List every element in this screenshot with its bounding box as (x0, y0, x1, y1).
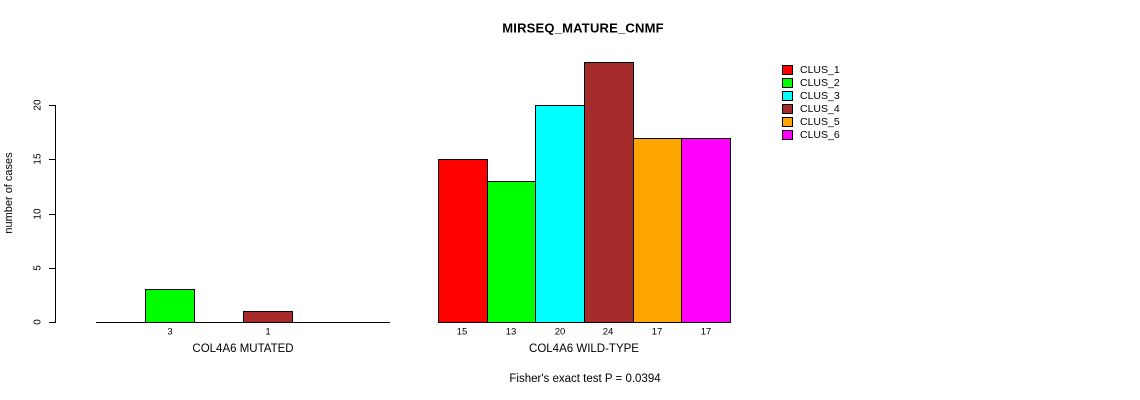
legend-label: CLUS_5 (800, 116, 840, 128)
fisher-test-annotation: Fisher's exact test P = 0.0394 (509, 373, 661, 385)
legend-swatch-clus_5 (782, 117, 793, 127)
legend-label: CLUS_2 (800, 77, 840, 89)
bar-clus_1-1 (438, 159, 488, 323)
legend-label: CLUS_4 (800, 103, 840, 115)
legend-swatch-clus_6 (782, 130, 793, 140)
y-axis-tick-label: 5 (32, 265, 44, 271)
bar-value-label: 20 (554, 326, 566, 338)
legend-label: CLUS_6 (800, 129, 840, 141)
group-label-1: COL4A6 WILD-TYPE (529, 343, 639, 355)
legend-item-clus_1: CLUS_1 (782, 64, 892, 76)
legend-item-clus_5: CLUS_5 (782, 116, 892, 128)
group-label-0: COL4A6 MUTATED (192, 343, 294, 355)
bar-clus_4-1 (584, 62, 634, 323)
y-axis-tick (49, 105, 55, 106)
y-axis-tick-label: 20 (32, 99, 44, 111)
y-axis-tick (49, 159, 55, 160)
legend-label: CLUS_3 (800, 90, 840, 102)
legend-item-clus_6: CLUS_6 (782, 129, 892, 141)
y-axis-tick-label: 0 (32, 319, 44, 325)
legend-swatch-clus_3 (782, 91, 793, 101)
bar-clus_2-1 (487, 181, 537, 323)
legend-item-clus_2: CLUS_2 (782, 77, 892, 89)
bar-value-label: 1 (265, 326, 271, 338)
legend-item-clus_3: CLUS_3 (782, 90, 892, 102)
bar-value-label: 17 (700, 326, 712, 338)
y-axis-label: number of cases (3, 152, 15, 234)
y-axis-tick (49, 322, 55, 323)
bar-clus_2-0 (145, 289, 195, 323)
bar-value-label: 24 (602, 326, 614, 338)
y-axis-tick-label: 15 (32, 153, 44, 165)
legend-swatch-clus_2 (782, 78, 793, 88)
legend-item-clus_4: CLUS_4 (782, 103, 892, 115)
y-axis-line (55, 105, 56, 323)
bar-value-label: 17 (651, 326, 663, 338)
bar-clus_5-1 (633, 138, 683, 323)
bar-value-label: 3 (167, 326, 173, 338)
legend-swatch-clus_4 (782, 104, 793, 114)
legend-swatch-clus_1 (782, 65, 793, 75)
y-axis-tick (49, 214, 55, 215)
bar-value-label: 13 (505, 326, 517, 338)
bar-clus_4-0 (243, 311, 293, 323)
bar-clus_3-1 (535, 105, 585, 323)
bar-value-label: 15 (456, 326, 468, 338)
bar-clus_6-1 (681, 138, 731, 323)
y-axis-tick (49, 268, 55, 269)
legend-label: CLUS_1 (800, 64, 840, 76)
y-axis-tick-label: 10 (32, 208, 44, 220)
chart-title: MIRSEQ_MATURE_CNMF (502, 20, 664, 36)
